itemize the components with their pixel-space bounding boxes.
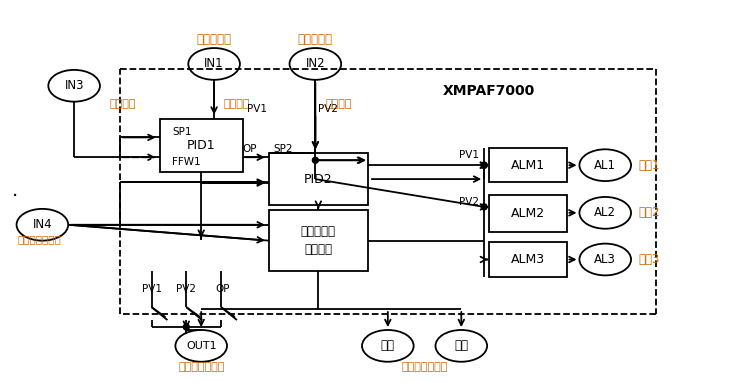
Text: AL1: AL1 bbox=[594, 159, 616, 172]
Text: 副参数输入: 副参数输入 bbox=[298, 32, 333, 45]
Text: PID2: PID2 bbox=[304, 173, 333, 186]
Text: 正转: 正转 bbox=[381, 339, 395, 352]
Text: ALM3: ALM3 bbox=[511, 253, 545, 266]
Text: FFW1: FFW1 bbox=[173, 157, 201, 167]
Text: 报警3: 报警3 bbox=[638, 253, 659, 266]
Text: 反转: 反转 bbox=[454, 339, 469, 352]
Text: AL2: AL2 bbox=[594, 206, 616, 219]
Bar bbox=[269, 153, 368, 205]
Bar bbox=[159, 118, 243, 172]
Text: IN2: IN2 bbox=[306, 57, 325, 70]
Text: 变送、控制输出: 变送、控制输出 bbox=[178, 362, 224, 372]
Bar bbox=[489, 242, 567, 277]
Text: ·: · bbox=[12, 188, 18, 206]
Text: 蒸汽流量: 蒸汽流量 bbox=[110, 99, 137, 108]
Circle shape bbox=[183, 324, 189, 330]
Circle shape bbox=[312, 157, 318, 163]
Text: 调节阀反馈信号: 调节阀反馈信号 bbox=[18, 235, 61, 244]
Text: PV2: PV2 bbox=[176, 284, 197, 294]
Text: 主参数输入: 主参数输入 bbox=[197, 32, 232, 45]
Text: PV1: PV1 bbox=[459, 150, 479, 160]
Bar bbox=[489, 195, 567, 232]
Text: OP: OP bbox=[242, 144, 257, 154]
Text: 伺服放大器
后备手动: 伺服放大器 后备手动 bbox=[301, 225, 336, 256]
Circle shape bbox=[481, 162, 487, 168]
Text: PV1: PV1 bbox=[142, 284, 162, 294]
Text: OP: OP bbox=[216, 284, 230, 294]
Text: SP1: SP1 bbox=[173, 128, 192, 138]
Bar bbox=[269, 210, 368, 271]
Text: OUT1: OUT1 bbox=[186, 341, 216, 351]
Text: IN3: IN3 bbox=[64, 79, 84, 92]
Circle shape bbox=[481, 162, 487, 168]
Text: XMPAF7000: XMPAF7000 bbox=[443, 84, 535, 98]
Text: 报警2: 报警2 bbox=[638, 206, 659, 219]
Text: PV1: PV1 bbox=[247, 104, 267, 113]
Text: 执行器驱动输出: 执行器驱动输出 bbox=[401, 362, 448, 372]
Text: ALM1: ALM1 bbox=[511, 159, 545, 172]
Text: ALM2: ALM2 bbox=[511, 207, 545, 220]
Bar bbox=[489, 148, 567, 182]
Text: PID1: PID1 bbox=[187, 139, 216, 152]
Text: 汽包水位: 汽包水位 bbox=[223, 99, 249, 108]
Text: IN1: IN1 bbox=[204, 57, 224, 70]
Circle shape bbox=[481, 204, 487, 210]
Text: SP2: SP2 bbox=[273, 144, 293, 154]
Text: IN4: IN4 bbox=[33, 218, 52, 231]
Text: PV2: PV2 bbox=[318, 104, 338, 113]
Text: 报警1: 报警1 bbox=[638, 159, 659, 172]
Text: 给水流量: 给水流量 bbox=[325, 99, 352, 108]
Text: AL3: AL3 bbox=[594, 253, 616, 266]
Text: PV2: PV2 bbox=[459, 197, 479, 207]
